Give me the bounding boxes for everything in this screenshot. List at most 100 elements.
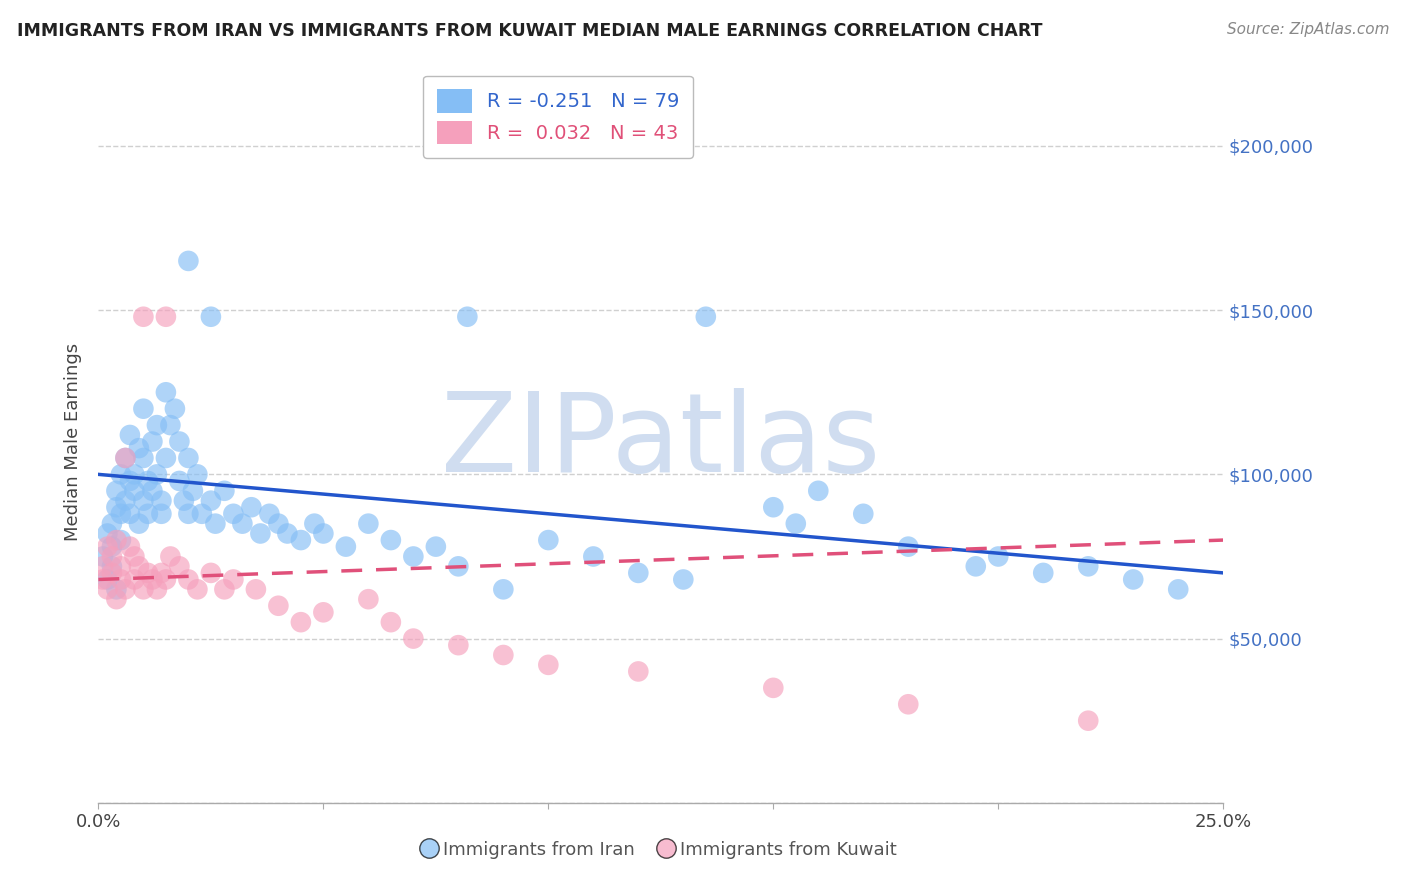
Point	[965, 559, 987, 574]
Point	[114, 450, 136, 465]
Point	[124, 467, 146, 482]
Point	[312, 605, 335, 619]
Point	[101, 549, 124, 564]
Point	[1032, 566, 1054, 580]
Point	[118, 540, 141, 554]
Point	[146, 582, 169, 597]
Point	[240, 500, 263, 515]
Text: Source: ZipAtlas.com: Source: ZipAtlas.com	[1226, 22, 1389, 37]
Point	[1122, 573, 1144, 587]
Point	[897, 698, 920, 712]
Point	[335, 540, 357, 554]
Legend: Immigrants from Iran, Immigrants from Kuwait: Immigrants from Iran, Immigrants from Ku…	[418, 834, 904, 866]
Point	[537, 657, 560, 672]
Point	[110, 467, 132, 482]
Point	[105, 582, 128, 597]
Point	[852, 507, 875, 521]
Point	[627, 665, 650, 679]
Point	[101, 540, 124, 554]
Point	[150, 507, 173, 521]
Point	[132, 493, 155, 508]
Point	[245, 582, 267, 597]
Point	[96, 540, 118, 554]
Point	[114, 582, 136, 597]
Point	[141, 434, 163, 449]
Point	[177, 253, 200, 268]
Point	[304, 516, 326, 531]
Point	[177, 450, 200, 465]
Point	[186, 467, 208, 482]
Point	[169, 434, 191, 449]
Point	[987, 549, 1010, 564]
Point	[96, 573, 118, 587]
Point	[267, 599, 290, 613]
Point	[132, 582, 155, 597]
Point	[169, 474, 191, 488]
Point	[582, 549, 605, 564]
Point	[785, 516, 807, 531]
Point	[231, 516, 253, 531]
Point	[357, 592, 380, 607]
Point	[96, 526, 118, 541]
Point	[159, 549, 181, 564]
Point	[312, 526, 335, 541]
Point	[124, 483, 146, 498]
Point	[492, 582, 515, 597]
Point	[114, 493, 136, 508]
Point	[163, 401, 186, 416]
Text: ZIPatlas: ZIPatlas	[441, 388, 880, 495]
Point	[141, 483, 163, 498]
Point	[695, 310, 717, 324]
Point	[177, 573, 200, 587]
Point	[402, 549, 425, 564]
Point	[155, 450, 177, 465]
Point	[146, 418, 169, 433]
Point	[1077, 559, 1099, 574]
Point	[200, 493, 222, 508]
Point	[159, 418, 181, 433]
Point	[200, 566, 222, 580]
Point	[101, 516, 124, 531]
Point	[101, 566, 124, 580]
Point	[276, 526, 298, 541]
Point	[155, 310, 177, 324]
Point	[222, 507, 245, 521]
Point	[1077, 714, 1099, 728]
Point	[290, 533, 312, 547]
Point	[380, 533, 402, 547]
Point	[762, 500, 785, 515]
Point	[191, 507, 214, 521]
Point	[118, 428, 141, 442]
Point	[141, 573, 163, 587]
Point	[222, 573, 245, 587]
Point	[290, 615, 312, 630]
Point	[146, 467, 169, 482]
Point	[150, 493, 173, 508]
Point	[204, 516, 226, 531]
Point	[110, 533, 132, 547]
Point	[110, 573, 132, 587]
Point	[124, 549, 146, 564]
Point	[456, 310, 478, 324]
Point	[447, 559, 470, 574]
Point	[118, 507, 141, 521]
Point	[136, 566, 159, 580]
Point	[118, 474, 141, 488]
Point	[177, 507, 200, 521]
Point	[380, 615, 402, 630]
Point	[447, 638, 470, 652]
Point	[402, 632, 425, 646]
Point	[91, 549, 114, 564]
Point	[492, 648, 515, 662]
Point	[169, 559, 191, 574]
Point	[96, 582, 118, 597]
Point	[762, 681, 785, 695]
Point	[128, 441, 150, 455]
Point	[807, 483, 830, 498]
Point	[105, 533, 128, 547]
Point	[181, 483, 204, 498]
Point	[200, 310, 222, 324]
Point	[249, 526, 271, 541]
Point	[136, 474, 159, 488]
Point	[105, 483, 128, 498]
